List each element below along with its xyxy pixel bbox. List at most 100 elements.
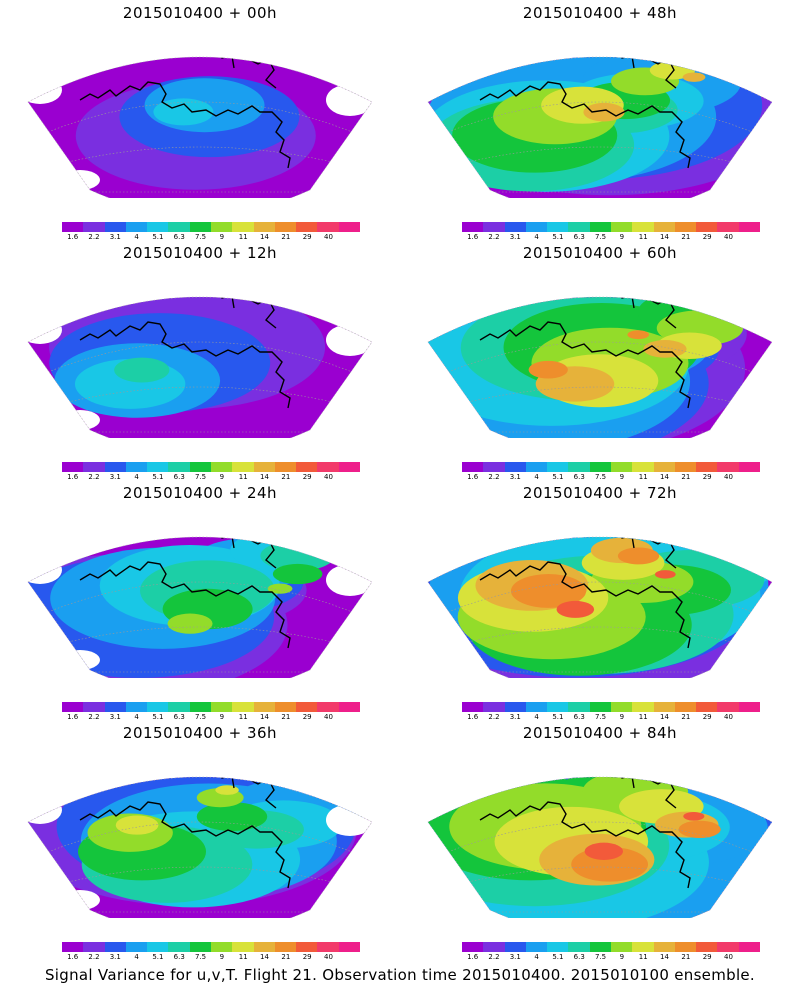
colorbar-swatch (317, 702, 339, 712)
colorbar-swatch (738, 462, 760, 472)
colorbar-swatch (674, 462, 697, 472)
colorbar-swatch (168, 462, 190, 472)
map-panel: 2015010400 + 12h 1.6 2.2 3.1 4 5.1 6.3 7.5 9 11 14… (0, 240, 400, 483)
panel-title: 2015010400 + 36h (122, 724, 278, 742)
variance-map (27, 536, 373, 678)
colorbar-tick-label: 11 (238, 473, 248, 481)
colorbar-tick-label: 5.1 (552, 953, 564, 961)
colorbar-tick-label: 5.1 (552, 233, 564, 241)
colorbar-tick-label: 9 (619, 713, 625, 721)
colorbar-tick-label: 6.3 (173, 233, 185, 241)
latitude-gridline (447, 101, 753, 133)
colorbar-tick-label: 5.1 (552, 713, 564, 721)
colorbar-tick-label: 6.3 (173, 473, 185, 481)
colorbar-swatch (610, 702, 633, 712)
colorbar-swatch (189, 462, 211, 472)
colorbar-tick-label: 9 (219, 233, 225, 241)
colorbar-labels: 1.6 2.2 3.1 4 5.1 6.3 7.5 9 11 14 21 29 40 (52, 713, 352, 723)
colorbar-tick-label: 4 (134, 713, 139, 721)
colorbar-swatch (525, 942, 548, 952)
no-data-area (60, 650, 100, 670)
colorbar-tick-label: 11 (238, 953, 248, 961)
colorbar-swatch (104, 222, 126, 232)
latitude-gridline (467, 626, 733, 643)
panel-title: 2015010400 + 84h (522, 724, 678, 742)
colorbar-swatch (274, 462, 297, 472)
colorbar-swatch (525, 222, 548, 232)
colorbar-tick-label: 29 (302, 233, 312, 241)
variance-contour-band (196, 802, 268, 832)
colorbar-swatch (210, 462, 233, 472)
colorbar-tick-label: 29 (302, 713, 312, 721)
colorbar-swatch (568, 222, 590, 232)
colorbar-tick-label: 6.3 (573, 713, 585, 721)
colorbar-swatch (83, 222, 105, 232)
colorbar-swatch (547, 702, 569, 712)
colorbar-swatch (717, 942, 739, 952)
colorbar-tick-label: 7.5 (194, 233, 207, 241)
variance-map (427, 296, 773, 438)
colorbar-swatch (483, 702, 505, 712)
colorbar-tick-label: 29 (702, 473, 712, 481)
colorbar-swatch (168, 702, 190, 712)
no-data-area (28, 316, 62, 344)
colorbar-swatch (504, 702, 526, 712)
colorbar-swatch (232, 702, 254, 712)
colorbar-tick-label: 1.6 (67, 233, 79, 241)
colorbar-tick-label: 3.1 (509, 473, 521, 481)
colorbar-tick-label: 29 (702, 953, 712, 961)
latitude-gridline (447, 581, 753, 613)
colorbar-tick-label: 11 (638, 953, 648, 961)
colorbar-swatch (253, 462, 275, 472)
colorbar-tick-label: 21 (281, 233, 291, 241)
colorbar-swatch (296, 222, 318, 232)
colorbar-swatch (83, 942, 105, 952)
colorbar-swatch (589, 702, 611, 712)
colorbar-tick-label: 14 (260, 713, 269, 721)
colorbar-swatch (104, 942, 126, 952)
colorbar-swatch (696, 702, 718, 712)
colorbar-swatch (104, 462, 126, 472)
colorbar-swatch (83, 702, 105, 712)
colorbar-swatch (653, 702, 675, 712)
colorbar-tick-label: 40 (724, 953, 733, 961)
variance-map (427, 776, 773, 918)
colorbar-swatch (189, 702, 211, 712)
colorbar-swatch (147, 222, 169, 232)
colorbar-tick-label: 2.2 (88, 713, 100, 721)
colorbar-swatch (483, 942, 505, 952)
colorbar-tick-label: 1.6 (67, 713, 79, 721)
variance-map (427, 536, 773, 678)
colorbar-labels: 1.6 2.2 3.1 4 5.1 6.3 7.5 9 11 14 21 29 40 (52, 473, 352, 483)
colorbar-tick-label: 7.5 (594, 953, 607, 961)
colorbar-tick-label: 6.3 (173, 953, 185, 961)
variance-contour-band (584, 842, 624, 860)
colorbar-swatch (125, 462, 148, 472)
colorbar-tick-label: 14 (660, 953, 669, 961)
colorbar-swatch (83, 462, 105, 472)
colorbar-swatch (738, 942, 760, 952)
colorbar-swatch (717, 222, 739, 232)
colorbar-swatch (296, 942, 318, 952)
colorbar-swatch (696, 462, 718, 472)
map-panel: 2015010400 + 24h 1.6 2.2 3.1 4 5.1 6.3 7.5 9 11 14… (0, 480, 400, 723)
colorbar-tick-label: 7.5 (594, 473, 607, 481)
latitude-gridline (447, 821, 753, 853)
colorbar-swatch (738, 222, 760, 232)
no-data-area (28, 556, 62, 584)
latitude-gridline (67, 386, 333, 403)
no-data-area (326, 324, 372, 356)
colorbar-swatch (717, 702, 739, 712)
colorbar-swatch (274, 222, 297, 232)
colorbar-tick-label: 14 (260, 233, 269, 241)
colorbar (462, 702, 760, 712)
colorbar-swatch (717, 462, 739, 472)
colorbar-swatch (147, 942, 169, 952)
colorbar-tick-label: 2.2 (488, 233, 500, 241)
map-panel: 2015010400 + 48h 1.6 2.2 3.1 4 5.1 6.3 7.5 9 11 14… (400, 0, 800, 241)
colorbar-tick-label: 40 (324, 953, 333, 961)
latitude-gridline (47, 101, 353, 133)
colorbar-tick-label: 3.1 (509, 713, 521, 721)
colorbar-tick-label: 2.2 (488, 713, 500, 721)
variance-map (427, 56, 773, 198)
